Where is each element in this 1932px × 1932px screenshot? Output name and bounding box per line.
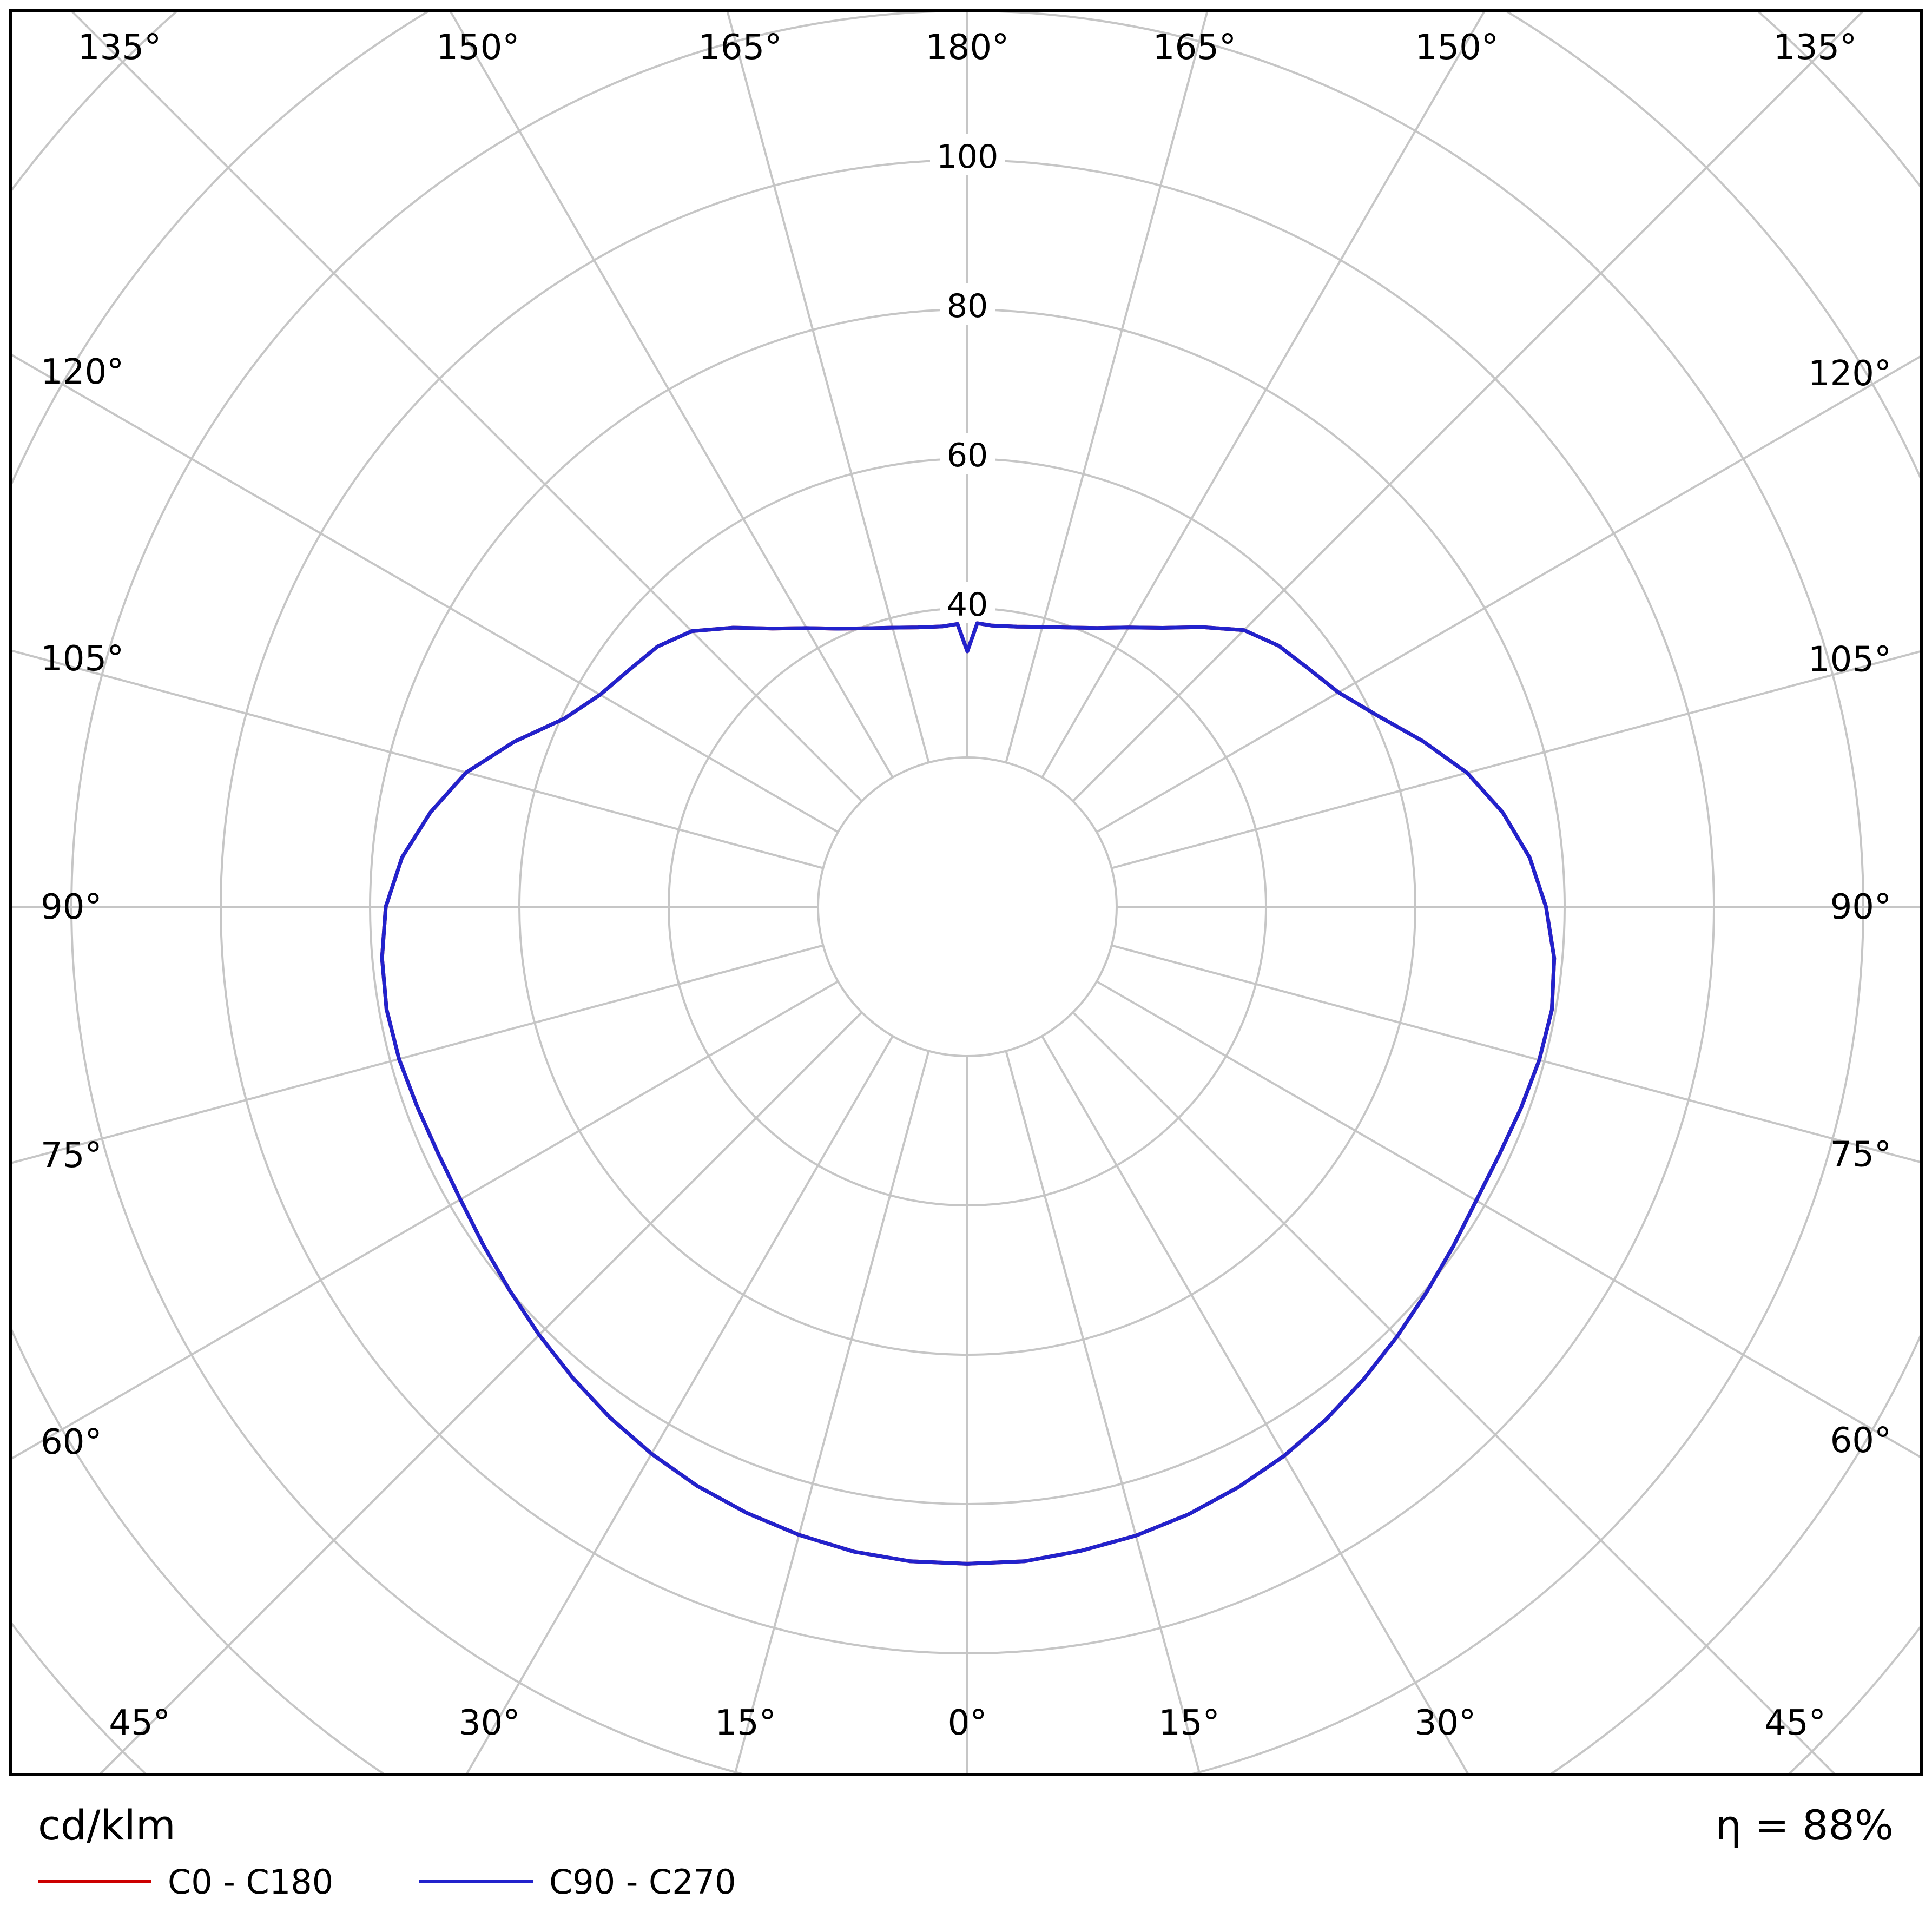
- curve-c90-c270: [380, 621, 1557, 1566]
- angle-tick-label: 165°: [1153, 28, 1236, 68]
- grid-spoke-45: [1072, 1011, 1835, 1773]
- grid-spoke-135: [1072, 12, 1863, 802]
- angle-tick-label: 120°: [1808, 354, 1891, 394]
- angle-tick-label: 105°: [41, 639, 124, 679]
- grid-spoke-60: [1096, 980, 1920, 1458]
- angle-tick-label: 45°: [1764, 1703, 1825, 1743]
- angle-tick-label: 180°: [926, 28, 1009, 68]
- angle-tick-label: 15°: [1158, 1703, 1219, 1743]
- grid-spoke-345: [734, 1051, 930, 1773]
- grid-spoke-30: [1041, 1036, 1469, 1773]
- radial-tick-label: 40: [947, 586, 988, 624]
- angle-tick-label: 45°: [109, 1703, 170, 1743]
- radial-tick-mask: [940, 582, 995, 623]
- radial-tick-label: 60: [947, 437, 988, 474]
- grid-spoke-330: [466, 1036, 894, 1773]
- radial-tick-label: 100: [937, 138, 999, 176]
- radial-tick-label: 80: [947, 287, 988, 325]
- legend-item-c90-c270: C90 - C270: [419, 1862, 736, 1902]
- angle-tick-label: 0°: [948, 1703, 987, 1743]
- angle-tick-label: 60°: [1830, 1421, 1891, 1461]
- legend: C0 - C180 C90 - C270: [38, 1862, 736, 1902]
- angle-tick-label: 30°: [459, 1703, 520, 1743]
- angle-tick-label: 150°: [1415, 28, 1499, 68]
- legend-item-c0-c180: C0 - C180: [38, 1862, 333, 1902]
- grid-spoke-120: [1096, 355, 1920, 833]
- angle-tick-labels: 0° 15° 15° 30° 30° 45° 45° 60° 60° 75° 75° 90° 90° 10…: [41, 28, 1891, 1743]
- angle-tick-label: 75°: [1830, 1135, 1891, 1175]
- footer: cd/klm η = 88% C0 - C180 C90 - C270: [38, 1801, 1894, 1902]
- units-label: cd/klm: [38, 1801, 176, 1849]
- angle-tick-label: 105°: [1808, 639, 1891, 680]
- grid-spoke-255: [12, 649, 823, 869]
- grid-spoke-285: [12, 944, 823, 1164]
- angle-tick-label: 120°: [41, 352, 124, 392]
- angle-tick-label: 75°: [41, 1136, 102, 1176]
- grid-spoke-210: [450, 12, 894, 778]
- radial-tick-labels: 40 60 80 100: [930, 134, 1005, 624]
- radial-tick-mask: [930, 134, 1005, 175]
- legend-label-c0-c180: C0 - C180: [168, 1862, 333, 1902]
- angle-tick-label: 135°: [1773, 28, 1857, 68]
- angle-tick-label: 135°: [78, 28, 161, 68]
- grid-spoke-75: [1111, 944, 1920, 1163]
- distribution-curves: [380, 621, 1557, 1566]
- angle-tick-label: 15°: [715, 1703, 776, 1743]
- angle-tick-label: 150°: [436, 28, 519, 68]
- grid-spoke-315: [100, 1011, 863, 1773]
- grid-spoke-165: [1005, 12, 1208, 763]
- legend-label-c90-c270: C90 - C270: [549, 1862, 736, 1902]
- grid-spoke-300: [12, 980, 839, 1460]
- grid-spoke-225: [71, 12, 863, 802]
- angle-tick-label: 165°: [698, 28, 782, 68]
- efficiency-label: η = 88%: [1716, 1801, 1894, 1849]
- grid-spoke-105: [1111, 650, 1920, 869]
- grid-spoke-15: [1005, 1051, 1201, 1773]
- angle-tick-label: 90°: [41, 887, 102, 927]
- plot-frame: [9, 9, 1923, 1776]
- grid-spoke-240: [12, 354, 839, 833]
- radial-tick-mask: [940, 433, 995, 474]
- angle-tick-label: 90°: [1830, 887, 1891, 927]
- angle-tick-label: 60°: [41, 1422, 102, 1462]
- angle-tick-label: 30°: [1415, 1703, 1476, 1743]
- radial-tick-mask: [940, 283, 995, 325]
- grid-spoke-150: [1041, 12, 1485, 778]
- grid-spoke-195: [727, 12, 930, 763]
